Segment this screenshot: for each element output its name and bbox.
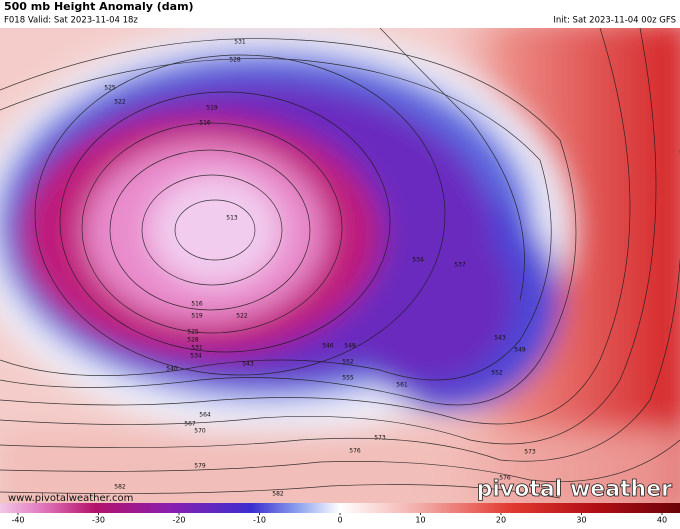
- watermark: www.pivotalweather.com: [8, 493, 133, 504]
- colorbar-tick-label: 40: [657, 516, 667, 525]
- contour-label: 540: [166, 366, 178, 373]
- contour-label: 549: [344, 343, 356, 350]
- contour-label: 576: [349, 448, 361, 455]
- contour-label: 579: [194, 463, 206, 470]
- contour-label: 552: [491, 370, 503, 377]
- contour-label: 555: [342, 375, 354, 382]
- contour-label: 516: [199, 120, 211, 127]
- colorbar-tick-label: -40: [11, 516, 24, 525]
- contour-label: 576: [499, 475, 511, 482]
- contour-label: 525: [104, 85, 116, 92]
- colorbar: [0, 503, 680, 513]
- init-time: Init: Sat 2023-11-04 00z GFS: [553, 16, 676, 26]
- logo: pivotal weather: [477, 477, 672, 502]
- colorbar-tick-label: -10: [253, 516, 266, 525]
- contour-label: 534: [190, 353, 202, 360]
- contour-label: 525: [187, 329, 199, 336]
- contour-label: 564: [199, 412, 211, 419]
- contour-label: 531: [191, 345, 203, 352]
- colorbar-tick-label: 0: [337, 516, 342, 525]
- title: 500 mb Height Anomaly (dam): [4, 0, 194, 13]
- contour-label: 570: [194, 428, 206, 435]
- contour-label: 522: [114, 99, 126, 106]
- contour-label: 516: [191, 301, 203, 308]
- colorbar-tick-label: -30: [92, 516, 105, 525]
- contour-label: 546: [322, 343, 334, 350]
- contour-label: 522: [236, 313, 248, 320]
- colorbar-tick-label: 10: [415, 516, 425, 525]
- colorbar-tick-label: 20: [496, 516, 506, 525]
- contour-label: 573: [524, 449, 536, 456]
- contour-label: 552: [342, 359, 354, 366]
- contour-label: 528: [187, 337, 199, 344]
- contour-label: 519: [206, 105, 218, 112]
- contour-label: 567: [184, 421, 196, 428]
- contour-label: 537: [454, 262, 466, 269]
- contour-label: 543: [242, 361, 254, 368]
- contour-label: 543: [494, 335, 506, 342]
- contour-label: 513: [226, 215, 238, 222]
- contour-label: 582: [272, 491, 284, 498]
- colorbar-tick-label: 30: [576, 516, 586, 525]
- contour-label: 582: [114, 484, 126, 491]
- valid-time: F018 Valid: Sat 2023-11-04 18z: [4, 16, 138, 26]
- contour-label: 561: [396, 382, 408, 389]
- contour-label: 531: [234, 39, 246, 46]
- contour-label: 528: [229, 57, 241, 64]
- colorbar-tick-label: -20: [172, 516, 185, 525]
- contour-label: 573: [374, 435, 386, 442]
- contour-label: 534: [412, 257, 424, 264]
- contour-label: 519: [191, 313, 203, 320]
- contour-label: 549: [514, 347, 526, 354]
